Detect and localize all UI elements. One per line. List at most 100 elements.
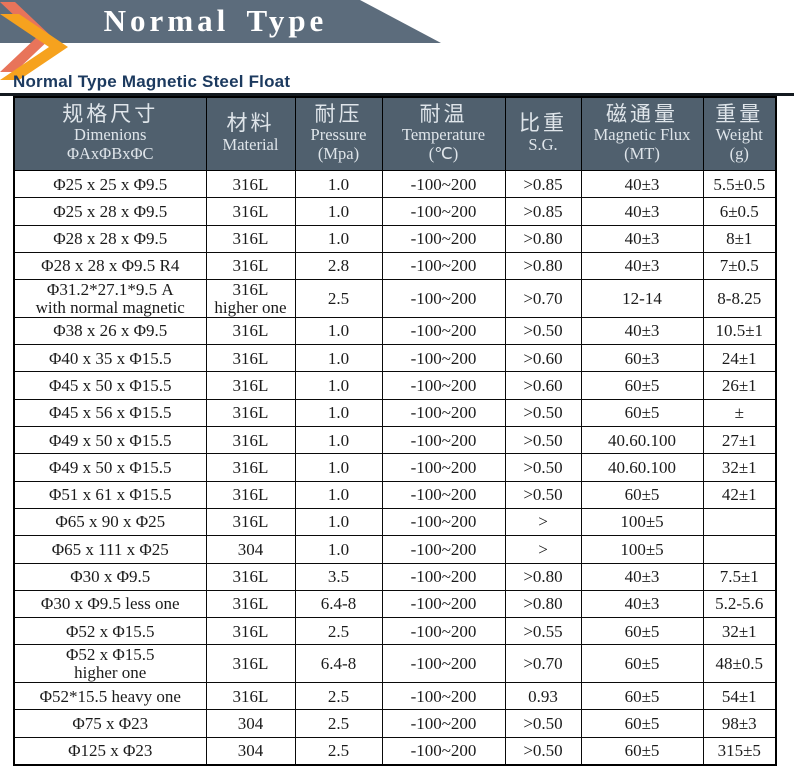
table-cell: 48±0.5 [702,644,777,684]
table-cell: -100~200 [381,682,506,711]
col-header-dimenions: 规格尺寸 Dimenions ΦAxΦBxΦC [13,96,207,172]
table-cell: 40.60.100 [580,453,704,482]
col-header-material: 材料 Material [205,96,296,172]
table-cell: Φ52 x Φ15.5 higher one [13,644,207,684]
table-cell: 1.0 [294,426,383,455]
table-row: Φ31.2*27.1*9.5 A with normal magnetic 316… [13,279,777,318]
table-cell: 316L [205,682,296,711]
table-cell: Φ28 x 28 x Φ9.5 [13,224,207,253]
header-row: 规格尺寸 Dimenions ΦAxΦBxΦC 材料 Material 耐压 Pressur… [13,96,777,172]
col-header-text-zh: 磁通量 [606,102,678,126]
table-cell: 27±1 [702,426,777,455]
col-header-text-en: Dimenions [74,125,147,145]
table-cell: -100~200 [381,709,506,738]
col-header-text-zh: 比重 [519,111,567,136]
table-cell: 2.5 [294,736,383,766]
table-cell: >0.50 [504,736,582,766]
table-row: Φ52 x Φ15.5 higher one 316L 6.4-8 -100~200 >… [13,644,777,684]
table-cell: > [504,535,582,564]
table-row: Φ28 x 28 x Φ9.5 R4 316L 2.8 -100~200 >0.80 40… [13,251,777,281]
table-cell: ± [702,398,777,428]
table-cell: Φ30 x Φ9.5 [13,562,207,591]
table-row: Φ28 x 28 x Φ9.5 316L 1.0 -100~200 >0.80 40±3 8… [13,224,777,253]
table-cell: Φ30 x Φ9.5 less one [13,589,207,619]
col-header-text-sub: (MT) [624,144,660,164]
table-cell: 26±1 [702,371,777,400]
table-cell: 1.0 [294,453,383,482]
table-cell: 60±5 [580,398,704,428]
table-cell: 1.0 [294,507,383,537]
table-cell: 1.0 [294,371,383,400]
table-cell: -100~200 [381,453,506,482]
banner-title: Normal Type [103,3,328,38]
col-header-text-zh: 材料 [226,111,275,136]
table-cell: -100~200 [381,736,506,766]
table-cell: 60±5 [580,480,704,509]
col-header-text-sub: (g) [729,144,749,164]
table-cell: 316L [205,589,296,619]
table-cell: 60±5 [580,644,704,684]
table-cell: -100~200 [381,279,506,318]
col-header-text-sub: (Mpa) [317,144,360,164]
table-row: Φ40 x 35 x Φ15.5 316L 1.0 -100~200 >0.60 60±3… [13,344,777,373]
table-cell: -100~200 [381,535,506,564]
table-cell: 316L [205,316,296,346]
table-cell: -100~200 [381,398,506,428]
table-cell: -100~200 [381,644,506,684]
table-cell: 1.0 [294,535,383,564]
table-cell: 8-8.25 [702,279,777,318]
table-row: Φ25 x 25 x Φ9.5 316L 1.0 -100~200 >0.85 40±3 5… [13,170,777,199]
table-cell: 316L higher one [205,279,296,318]
table-cell: 60±5 [580,736,704,766]
table-cell: 316L [205,562,296,591]
table-cell: Φ75 x Φ23 [13,709,207,738]
table-cell: 12-14 [580,279,704,318]
table-cell: >0.60 [504,371,582,400]
table-cell: -100~200 [381,617,506,646]
table-row: Φ45 x 50 x Φ15.5 316L 1.0 -100~200 >0.60 60±5… [13,371,777,400]
table-cell: 1.0 [294,344,383,373]
table-cell: -100~200 [381,170,506,199]
table-cell: 316L [205,170,296,199]
col-header-text-en: S.G. [528,134,558,154]
table-cell: 316L [205,398,296,428]
table-cell: 316L [205,224,296,253]
col-header-text-zh: 耐温 [419,102,468,126]
spec-table-body: Φ25 x 25 x Φ9.5 316L 1.0 -100~200 >0.85 40±3 5… [13,170,777,766]
table-cell: 40±3 [580,589,704,619]
table-row: Φ52*15.5 heavy one 316L 2.5 -100~200 0.93 60±… [13,682,777,711]
table-row: Φ75 x Φ23 304 2.5 -100~200 >0.50 60±5 98±3 [13,709,777,738]
table-cell: -100~200 [381,251,506,281]
col-header-text-en: Pressure [310,125,367,145]
table-row: Φ30 x Φ9.5 less one 316L 6.4-8 -100~200 >0.8… [13,589,777,619]
table-cell: >0.50 [504,316,582,346]
table-cell: 40±3 [580,197,704,226]
table-cell: 1.0 [294,170,383,199]
col-header-text-zh: 规格尺寸 [62,102,159,126]
table-cell: >0.55 [504,617,582,646]
table-cell: >0.80 [504,562,582,591]
table-row: Φ51 x 61 x Φ15.5 316L 1.0 -100~200 >0.50 60±5… [13,480,777,509]
table-cell: Φ31.2*27.1*9.5 A with normal magnetic [13,279,207,318]
table-cell: -100~200 [381,344,506,373]
table-cell: 1.0 [294,480,383,509]
table-cell: >0.70 [504,279,582,318]
table-cell: 6±0.5 [702,197,777,226]
table-cell: 7.5±1 [702,562,777,591]
table-cell: 316L [205,344,296,373]
spec-table-head: 规格尺寸 Dimenions ΦAxΦBxΦC 材料 Material 耐压 Pressur… [13,96,777,172]
table-cell: 8±1 [702,224,777,253]
table-cell: -100~200 [381,480,506,509]
table-row: Φ52 x Φ15.5 316L 2.5 -100~200 >0.55 60±5 32±1 [13,617,777,646]
table-cell: 100±5 [580,535,704,564]
table-row: Φ65 x 111 x Φ25 304 1.0 -100~200 >100±5 [13,535,777,564]
table-cell [702,535,777,564]
table-cell: 304 [205,535,296,564]
table-cell: 5.2-5.6 [702,589,777,619]
table-cell: 40±3 [580,562,704,591]
table-cell: Φ65 x 90 x Φ25 [13,507,207,537]
col-header-text-zh: 重量 [715,102,764,126]
col-header-s-g-: 比重 S.G. [504,96,582,172]
table-row: Φ30 x Φ9.5 316L 3.5 -100~200 >0.80 40±3 7.5±1 [13,562,777,591]
